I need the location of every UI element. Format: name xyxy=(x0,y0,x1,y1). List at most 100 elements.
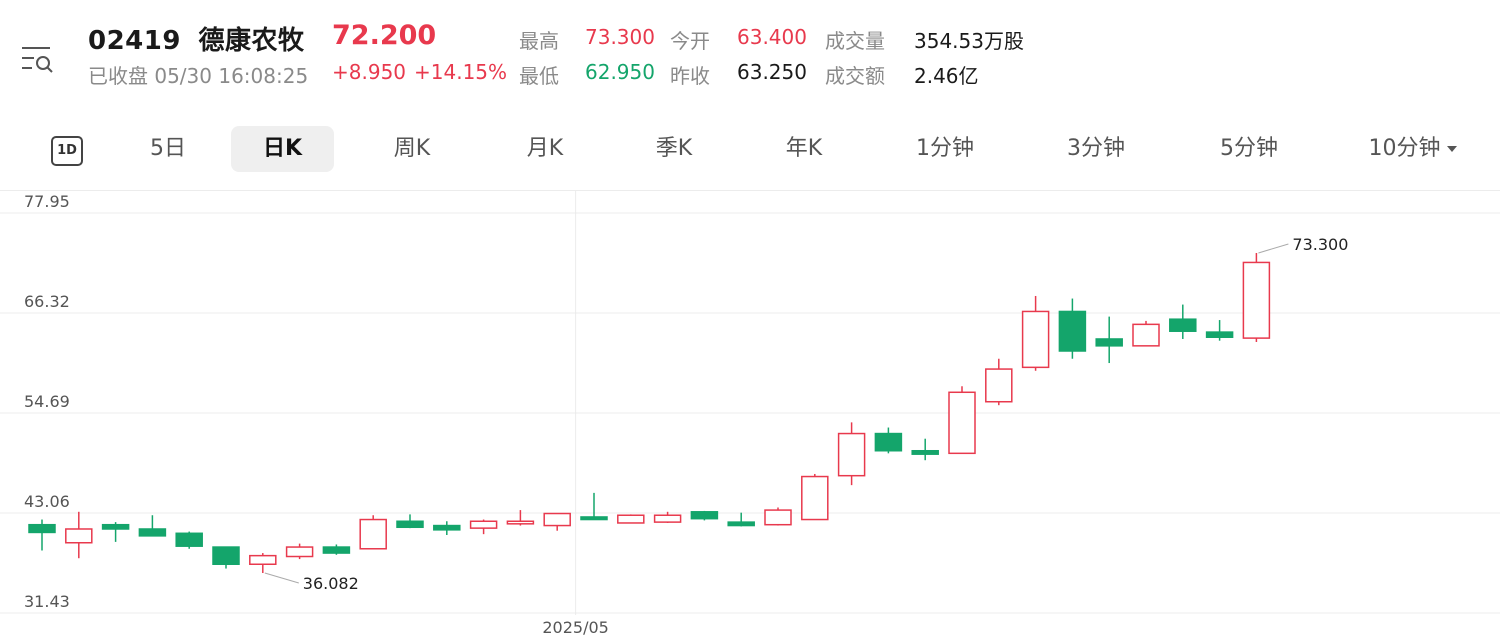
candle-body-down xyxy=(1169,318,1197,332)
candle[interactable] xyxy=(764,507,792,526)
candle-body-down xyxy=(212,546,240,565)
candle[interactable] xyxy=(985,358,1013,406)
candle-body-up xyxy=(1242,261,1271,339)
candle-body-up xyxy=(469,520,498,529)
candle-body-down xyxy=(175,532,203,547)
candle[interactable] xyxy=(617,514,645,524)
candle[interactable] xyxy=(911,438,939,461)
candle[interactable] xyxy=(580,492,608,521)
y-tick-label: 77.95 xyxy=(24,192,70,211)
tab-10min-dropdown[interactable]: 10分钟 xyxy=(1360,126,1465,172)
candle[interactable] xyxy=(690,510,719,521)
candle-body-down xyxy=(138,528,167,537)
tab-1min[interactable]: 1分钟 xyxy=(916,136,974,161)
candle-body-up xyxy=(1021,310,1050,369)
candle-body-up xyxy=(985,368,1013,403)
candle[interactable] xyxy=(874,427,903,454)
candle[interactable] xyxy=(212,546,240,569)
tab-5day[interactable]: 5日 xyxy=(150,136,186,161)
chart-annotations: 73.300 36.082 xyxy=(264,235,1348,593)
candle[interactable] xyxy=(433,521,461,536)
candle[interactable] xyxy=(1132,320,1160,347)
candle[interactable] xyxy=(653,511,682,523)
volume-value: 354.53万股 xyxy=(914,29,1024,53)
tab-monthly-k[interactable]: 月K xyxy=(526,136,564,161)
chevron-down-icon xyxy=(1446,146,1457,152)
candle[interactable] xyxy=(543,512,571,531)
candle-body-up xyxy=(837,432,866,477)
candle-body-up xyxy=(948,391,976,455)
tab-3min[interactable]: 3分钟 xyxy=(1067,136,1125,161)
candle[interactable] xyxy=(469,519,498,535)
volume-label: 成交量 xyxy=(825,29,885,53)
low-label: 最低 xyxy=(519,64,559,88)
turnover-value: 2.46亿 xyxy=(914,64,979,88)
candles xyxy=(28,252,1271,573)
y-tick-label: 54.69 xyxy=(24,392,70,411)
candle[interactable] xyxy=(1021,295,1050,371)
candle[interactable] xyxy=(1095,316,1123,364)
candle[interactable] xyxy=(727,512,755,527)
candle[interactable] xyxy=(101,522,130,542)
tab-1d-icon[interactable]: 1D xyxy=(51,136,83,166)
candle-body-up xyxy=(653,514,682,523)
candle-body-down xyxy=(101,523,130,530)
candle-body-down xyxy=(911,449,939,455)
chart-grid: 77.95 66.32 54.69 43.06 31.43 2025/05 xyxy=(0,191,1500,637)
prev-close-label: 昨收 xyxy=(670,64,710,88)
tab-5min[interactable]: 5分钟 xyxy=(1220,136,1278,161)
candle[interactable] xyxy=(175,531,203,549)
tab-weekly-k[interactable]: 周K xyxy=(393,136,431,161)
candle-body-up xyxy=(543,512,571,527)
candle[interactable] xyxy=(506,510,535,526)
menu-search-icon[interactable] xyxy=(20,44,54,78)
candle[interactable] xyxy=(138,515,167,537)
stock-name: 德康农牧 xyxy=(198,26,305,56)
candle[interactable] xyxy=(1058,298,1087,359)
y-tick-label: 43.06 xyxy=(24,492,70,511)
low-value: 62.950 xyxy=(585,60,655,84)
x-tick-label: 2025/05 xyxy=(542,618,608,637)
y-tick-label: 66.32 xyxy=(24,292,70,311)
open-value: 63.400 xyxy=(737,25,807,49)
candle[interactable] xyxy=(28,519,56,551)
candle-body-up xyxy=(359,518,387,550)
tab-yearly-k[interactable]: 年K xyxy=(785,136,823,161)
candle-body-down xyxy=(874,432,903,452)
candle[interactable] xyxy=(948,386,976,455)
tab-quarterly-k[interactable]: 季K xyxy=(655,136,693,161)
high-label: 最高 xyxy=(519,29,559,53)
candle[interactable] xyxy=(65,511,93,559)
candle[interactable] xyxy=(801,473,829,521)
high-annotation: 73.300 xyxy=(1292,235,1348,254)
high-value: 73.300 xyxy=(585,25,655,49)
candle[interactable] xyxy=(285,543,314,560)
candle-body-up xyxy=(764,509,792,526)
candle[interactable] xyxy=(1205,320,1234,341)
candle[interactable] xyxy=(359,515,387,550)
candle-body-down xyxy=(727,521,755,527)
candle[interactable] xyxy=(837,422,866,486)
candle-body-down xyxy=(580,516,608,521)
market-status: 已收盘 05/30 16:08:25 xyxy=(88,64,309,88)
candle[interactable] xyxy=(1169,304,1197,339)
prev-close-value: 63.250 xyxy=(737,60,807,84)
tab-10min-label: 10分钟 xyxy=(1368,136,1441,161)
candle[interactable] xyxy=(249,553,277,573)
tab-daily-k[interactable]: 日K xyxy=(231,126,334,172)
candle-body-down xyxy=(690,511,719,520)
candle[interactable] xyxy=(396,514,424,529)
candle-body-down xyxy=(396,520,424,529)
candle-body-down xyxy=(1205,331,1234,338)
candlestick-chart[interactable]: 77.95 66.32 54.69 43.06 31.43 2025/05 73.300 3… xyxy=(0,191,1500,643)
last-price: 72.200 xyxy=(332,20,437,51)
turnover-label: 成交额 xyxy=(825,64,885,88)
candle-body-up xyxy=(285,546,314,558)
candle-body-down xyxy=(433,524,461,531)
candle-body-up xyxy=(249,554,277,565)
candle[interactable] xyxy=(322,544,351,555)
candle[interactable] xyxy=(1242,252,1271,342)
stock-title: 02419 德康农牧 xyxy=(88,20,305,57)
period-tabs: 1D 5日 日K 周K 月K 季K 年K 1分钟 3分钟 5分钟 10分钟 xyxy=(0,126,1500,174)
candle-body-up xyxy=(506,520,535,525)
